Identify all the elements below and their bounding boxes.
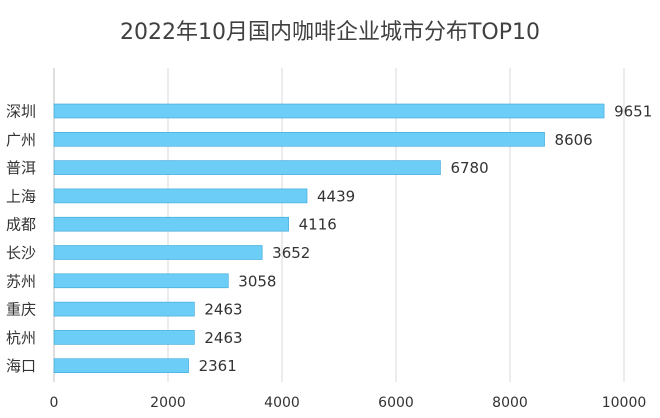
bar	[53, 188, 308, 204]
value-label: 2361	[199, 357, 237, 375]
category-label: 长沙	[6, 244, 36, 262]
category-label: 深圳	[6, 103, 36, 121]
value-label: 8606	[555, 131, 593, 149]
bar	[53, 132, 545, 147]
category-label: 成都	[6, 216, 36, 234]
bar	[53, 245, 263, 260]
x-tick-labels: 0 2000 4000 6000 8000 10000	[50, 395, 647, 411]
x-tick-label: 4000	[264, 395, 300, 411]
x-tick-label: 8000	[492, 395, 528, 411]
value-label: 4439	[317, 187, 355, 205]
bars	[53, 103, 605, 374]
value-label: 3058	[238, 272, 276, 290]
value-label: 2463	[204, 329, 242, 347]
category-label: 普洱	[6, 159, 36, 177]
value-labels: 9651 8606 6780 4439 4116 3652 3058 2463 2463 2361	[199, 103, 653, 376]
bar	[53, 301, 195, 317]
category-label: 上海	[6, 187, 36, 205]
value-label: 3652	[272, 244, 310, 262]
bar	[53, 160, 441, 175]
bar	[53, 330, 195, 345]
chart-title: 2022年10月国内咖啡企业城市分布TOP10	[120, 20, 540, 45]
value-label: 9651	[614, 103, 652, 121]
value-label: 2463	[204, 301, 242, 319]
bar	[53, 273, 229, 289]
category-label: 广州	[6, 131, 36, 149]
x-tick-label: 0	[50, 395, 59, 411]
category-label: 苏州	[6, 272, 36, 290]
category-label: 杭州	[6, 329, 36, 347]
value-label: 6780	[450, 159, 488, 177]
bar	[53, 358, 189, 374]
x-tick-label: 10000	[602, 395, 647, 411]
value-label: 4116	[299, 216, 337, 234]
x-tick-label: 6000	[378, 395, 414, 411]
x-tick-label: 2000	[150, 395, 186, 411]
bar	[53, 216, 289, 232]
category-label: 海口	[6, 357, 36, 375]
bar	[53, 103, 605, 119]
category-label: 重庆	[6, 301, 36, 319]
